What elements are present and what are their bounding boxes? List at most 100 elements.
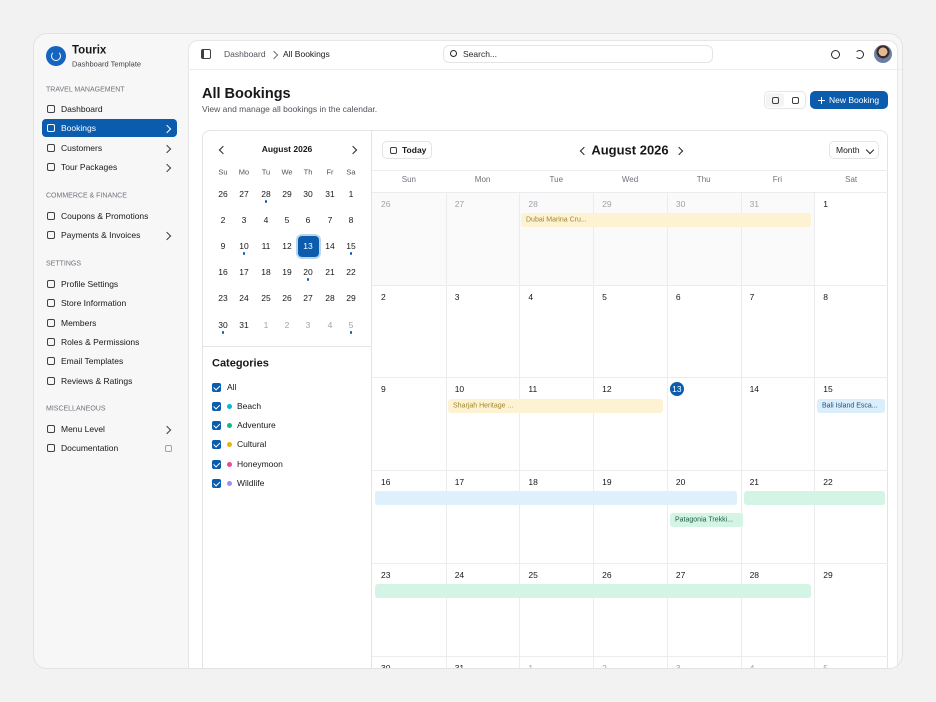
checkbox[interactable] [212, 478, 221, 488]
mini-day[interactable]: 29 [282, 188, 292, 199]
nav-label[interactable]: Customers [61, 142, 103, 153]
day-number[interactable]: 29 [602, 198, 612, 209]
day-number[interactable]: 12 [602, 384, 612, 395]
mini-day[interactable]: 19 [282, 266, 292, 277]
mini-day[interactable]: 16 [218, 266, 228, 277]
event-bar[interactable] [817, 399, 885, 413]
day-number[interactable]: 28 [749, 569, 760, 580]
mini-day[interactable]: 23 [218, 292, 228, 303]
mini-day[interactable]: 22 [346, 266, 356, 277]
new-booking-btn[interactable] [810, 91, 888, 109]
mini-day[interactable]: 28 [261, 188, 271, 199]
day-number[interactable]: 13 [672, 384, 682, 395]
day-number[interactable]: 5 [602, 291, 607, 302]
day-number[interactable]: 4 [528, 291, 534, 302]
nav-label[interactable]: Email Templates [61, 355, 124, 366]
day-number[interactable]: 20 [675, 476, 686, 487]
day-number[interactable]: 26 [602, 569, 612, 580]
event-bar[interactable] [744, 491, 885, 505]
nav-item-active[interactable] [42, 119, 177, 137]
mini-day[interactable]: 8 [348, 214, 354, 225]
day-number[interactable]: 2 [381, 291, 386, 302]
mini-day[interactable]: 14 [325, 240, 335, 251]
mini-day[interactable]: 2 [220, 214, 226, 225]
mini-day[interactable]: 4 [327, 319, 333, 330]
search-placeholder[interactable]: Search... [463, 48, 498, 59]
mini-day[interactable]: 3 [305, 319, 311, 330]
mini-day[interactable]: 12 [282, 240, 292, 251]
day-number[interactable]: 2 [602, 662, 607, 669]
mini-day[interactable]: 20 [303, 266, 313, 277]
nav-label[interactable]: Profile Settings [61, 278, 119, 289]
mini-day[interactable]: 11 [261, 240, 271, 251]
event-bar[interactable] [670, 513, 743, 527]
view-label[interactable]: Month [836, 144, 860, 155]
day-number[interactable]: 29 [823, 569, 833, 580]
mini-day[interactable]: 29 [346, 292, 356, 303]
mini-day[interactable]: 27 [239, 188, 249, 199]
mini-day[interactable]: 1 [348, 188, 354, 199]
day-number[interactable]: 7 [749, 291, 755, 302]
event-label[interactable]: Sharjah Heritage ... [453, 402, 514, 410]
mini-day[interactable]: 5 [348, 319, 354, 330]
mini-day[interactable]: 30 [303, 188, 313, 199]
calendar-view-btn[interactable] [766, 93, 784, 107]
nav-label[interactable]: Members [61, 317, 97, 328]
mini-day[interactable]: 21 [325, 266, 335, 277]
dark-mode-icon[interactable] [855, 50, 864, 59]
mini-day[interactable]: 13 [303, 240, 313, 251]
nav-label[interactable]: Payments & Invoices [61, 229, 141, 240]
day-number[interactable]: 21 [749, 476, 760, 487]
event-bar[interactable] [448, 399, 663, 413]
day-number[interactable]: 15 [823, 384, 833, 395]
today-btn[interactable] [382, 141, 432, 159]
nav-label[interactable]: Bookings [61, 122, 96, 133]
day-number[interactable]: 10 [454, 384, 465, 395]
category-label[interactable]: Adventure [237, 419, 276, 430]
event-label[interactable]: Dubai Marina Cru... [526, 216, 587, 224]
nav-label[interactable]: Roles & Permissions [61, 336, 140, 347]
nav-label[interactable]: Store Information [61, 297, 127, 308]
day-number[interactable]: 26 [381, 198, 391, 209]
new-booking-label[interactable]: New Booking [829, 94, 880, 105]
event-label[interactable]: Patagonia Trekki... [675, 516, 733, 524]
mini-day[interactable]: 31 [239, 319, 249, 330]
category-label[interactable]: Wildlife [237, 477, 265, 488]
day-number[interactable]: 14 [749, 384, 760, 395]
day-number[interactable]: 3 [675, 662, 681, 669]
day-number[interactable]: 9 [381, 384, 386, 395]
event-bar[interactable] [375, 584, 811, 598]
mini-day[interactable]: 15 [346, 240, 356, 251]
avatar[interactable] [874, 45, 892, 63]
checkbox[interactable] [212, 459, 221, 469]
mini-day[interactable]: 18 [261, 266, 271, 277]
mini-day[interactable]: 4 [263, 214, 269, 225]
day-number[interactable]: 19 [602, 476, 612, 487]
mini-day[interactable]: 27 [303, 292, 313, 303]
day-number[interactable]: 6 [675, 291, 681, 302]
mini-day[interactable]: 26 [218, 188, 228, 199]
nav-label[interactable]: Coupons & Promotions [61, 210, 149, 221]
category-label[interactable]: Honeymoon [237, 458, 283, 469]
event-bar[interactable] [521, 213, 811, 227]
checkbox[interactable] [212, 420, 221, 430]
day-number[interactable]: 31 [749, 198, 760, 209]
theme-icon[interactable] [831, 50, 840, 59]
category-label[interactable]: Cultural [237, 438, 267, 449]
nav-label[interactable]: Documentation [61, 442, 119, 453]
mini-day[interactable]: 6 [305, 214, 311, 225]
day-number[interactable]: 3 [454, 291, 460, 302]
day-number[interactable]: 5 [823, 662, 829, 669]
day-number[interactable]: 31 [454, 662, 465, 669]
day-number[interactable]: 28 [528, 198, 538, 209]
mini-day[interactable]: 5 [284, 214, 290, 225]
event-label[interactable]: Bali Island Esca... [822, 402, 878, 410]
day-number[interactable]: 27 [454, 198, 465, 209]
day-number[interactable]: 1 [823, 198, 829, 209]
breadcrumb[interactable]: Dashboard [224, 48, 266, 59]
category-label[interactable]: All [227, 381, 237, 392]
mini-day[interactable]: 24 [239, 292, 249, 303]
nav-label[interactable]: Tour Packages [61, 161, 118, 172]
mini-day[interactable]: 25 [261, 292, 271, 303]
day-number[interactable]: 4 [749, 662, 755, 669]
